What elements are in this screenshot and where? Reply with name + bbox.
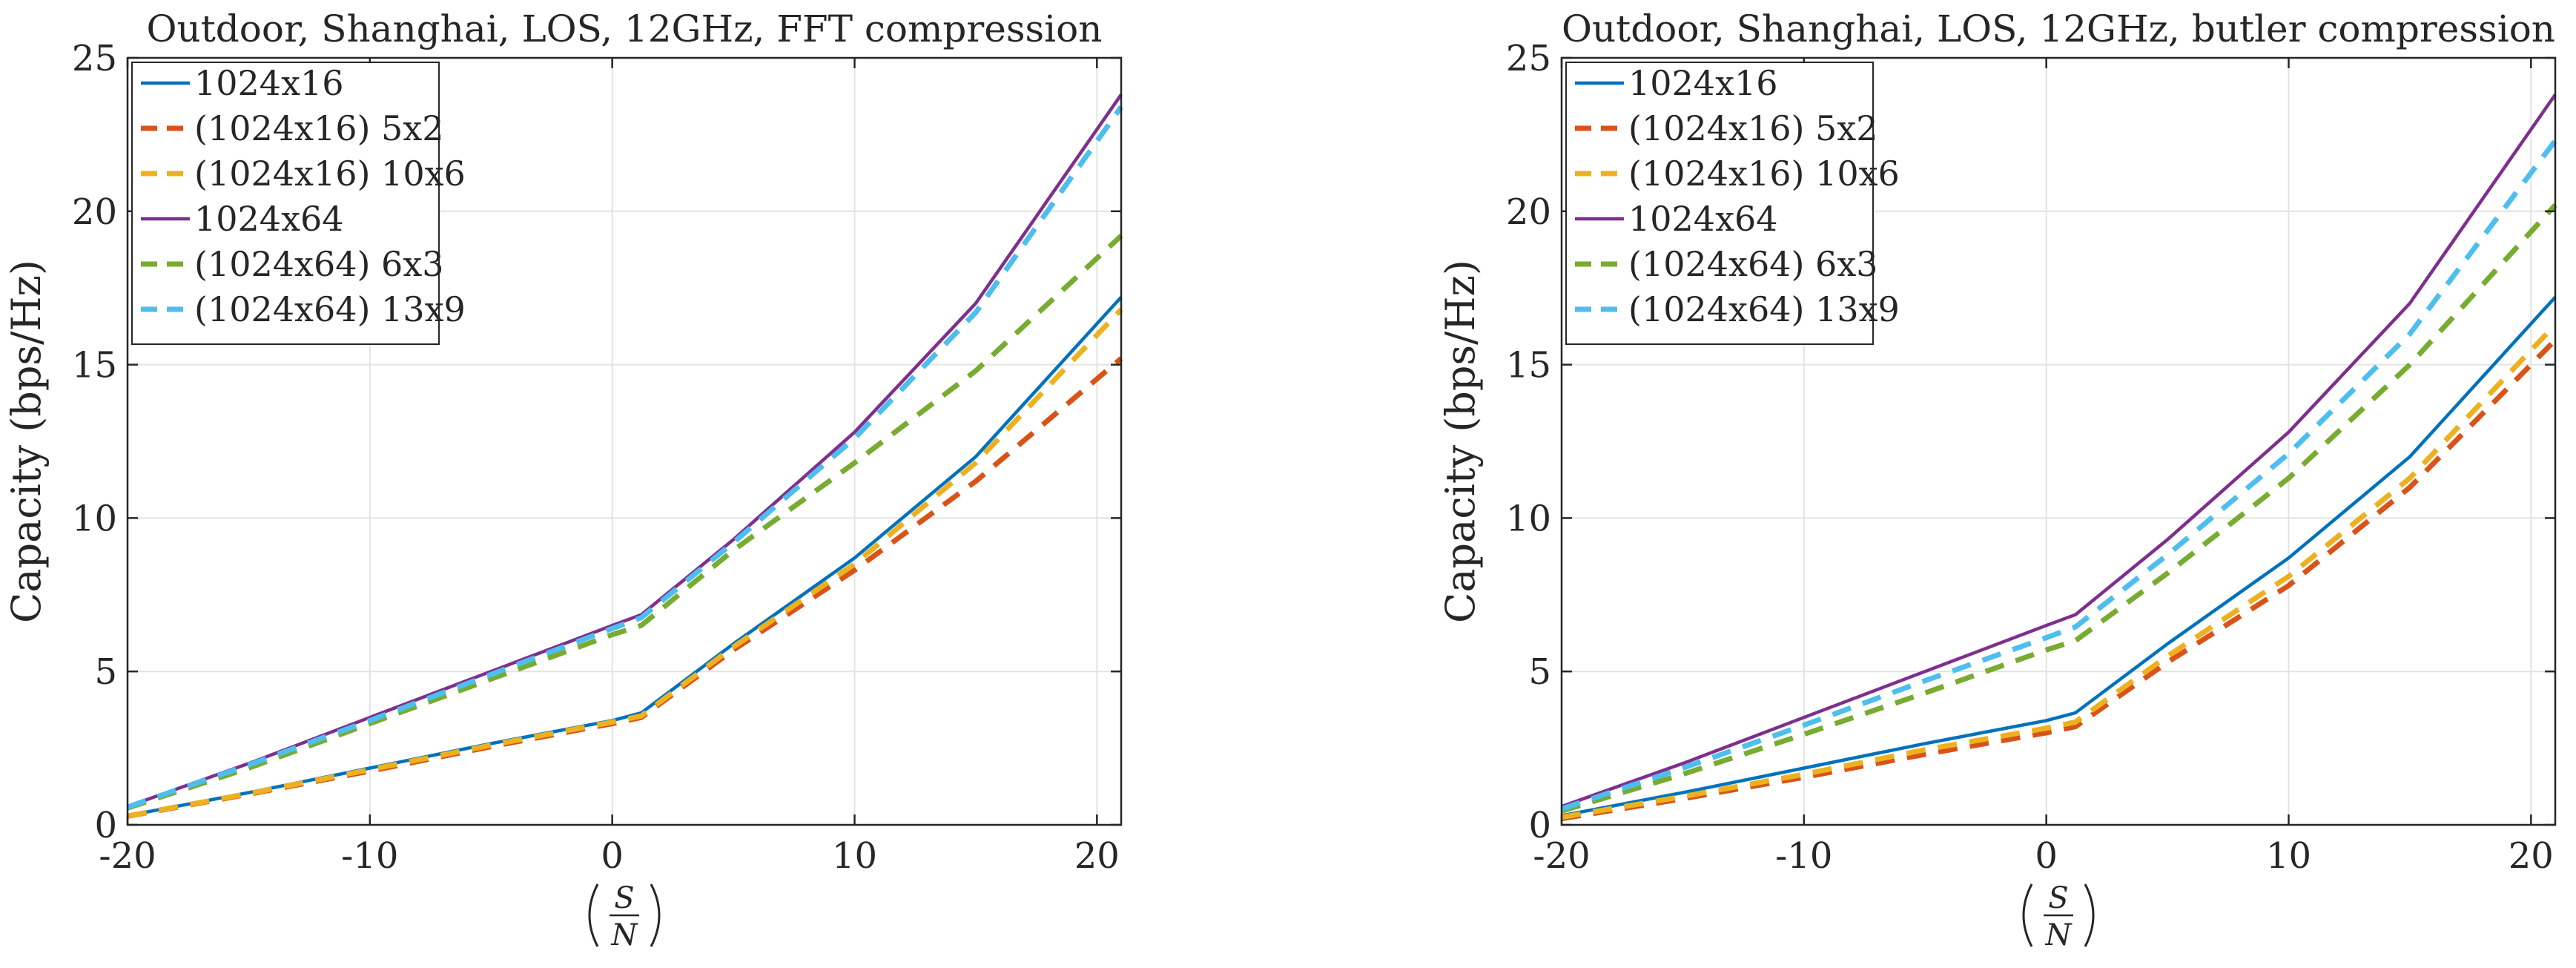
series-line-2 [1561, 323, 2557, 820]
legend-entry-3: 1024x64 [1628, 199, 1778, 239]
x-axis-label: SN [588, 881, 661, 952]
legend-entry-2: (1024x16) 10x6 [194, 154, 466, 194]
y-tick-label: 10 [1506, 498, 1551, 539]
x-tick-label: -10 [341, 835, 398, 877]
y-tick-label: 15 [1506, 345, 1551, 386]
y-tick-label: 5 [94, 651, 117, 693]
x-label-numerator: S [2048, 881, 2068, 915]
x-label-denominator: N [611, 918, 639, 952]
y-axis-label: Capacity (bps/Hz) [3, 260, 50, 623]
chart-fft-compression: -20 -10 0 10 20 0 5 10 15 20 25 Outdoor, Shanghai, … [3, 7, 1123, 952]
chart-title: Outdoor, Shanghai, LOS, 12GHz, FFT compr… [147, 7, 1103, 50]
legend-entry-5: (1024x64) 13x9 [194, 289, 466, 329]
legend-entry-4: (1024x64) 6x3 [194, 244, 444, 284]
x-tick-label: 20 [2509, 835, 2554, 877]
x-label-right-paren [650, 883, 661, 947]
series-line-5 [126, 105, 1123, 810]
series-line-0 [127, 296, 1123, 817]
x-tick-label: 20 [1074, 835, 1120, 877]
x-tick-label: -10 [1775, 835, 1832, 877]
legend-entry-0: 1024x16 [1628, 63, 1778, 103]
series-line-4 [126, 234, 1123, 811]
x-label-left-paren [2022, 883, 2033, 947]
x-label-numerator: S [614, 881, 634, 915]
chart-title: Outdoor, Shanghai, LOS, 12GHz, butler co… [1562, 7, 2555, 50]
x-label-left-paren [588, 883, 599, 947]
series-line-3 [1561, 93, 2557, 809]
legend-box [131, 62, 440, 345]
x-label-right-paren [2084, 883, 2095, 947]
y-tick-label: 10 [72, 498, 117, 539]
x-tick-label: -20 [1533, 835, 1590, 877]
y-tick-label: 5 [1528, 651, 1551, 693]
y-tick-label: 25 [72, 38, 117, 79]
axes-box [1560, 56, 2557, 826]
legend-entry-0: 1024x16 [194, 63, 344, 103]
series-line-1 [1561, 338, 2557, 822]
y-tick-label: 25 [1506, 38, 1551, 79]
legend-box [1565, 62, 1874, 345]
y-tick-label: 0 [1528, 805, 1551, 846]
axes-box [126, 56, 1123, 826]
y-axis-label: Capacity (bps/Hz) [1437, 260, 1484, 623]
series-line-0 [1561, 296, 2557, 817]
series-line-5 [1560, 139, 2557, 811]
legend-entry-1: (1024x16) 5x2 [194, 108, 444, 148]
x-tick-label: 0 [2035, 835, 2058, 877]
x-tick-label: 10 [2266, 835, 2311, 877]
legend: 1024x16 (1024x16) 5x2 (1024x16) 10x6 1024x6… [131, 62, 466, 345]
chart-butler-compression: -20 -10 0 10 20 0 5 10 15 20 25 Outdoor, Shanghai, … [1437, 7, 2557, 952]
x-tick-label: 10 [832, 835, 877, 877]
x-axis-label: SN [2022, 881, 2095, 952]
y-tick-label: 15 [72, 345, 117, 386]
legend-entry-4: (1024x64) 6x3 [1628, 244, 1878, 284]
legend-entry-3: 1024x64 [194, 199, 344, 239]
y-tick-label: 20 [72, 191, 117, 233]
series-line-2 [127, 307, 1123, 819]
x-label-denominator: N [2045, 918, 2073, 952]
legend-entry-2: (1024x16) 10x6 [1628, 154, 1900, 194]
y-tick-label: 20 [1506, 191, 1551, 233]
y-tick-label: 0 [94, 805, 117, 846]
x-tick-label: 0 [601, 835, 624, 877]
legend: 1024x16 (1024x16) 5x2 (1024x16) 10x6 1024x6… [1565, 62, 1900, 345]
x-tick-label: -20 [99, 835, 156, 877]
legend-entry-1: (1024x16) 5x2 [1628, 108, 1878, 148]
legend-entry-5: (1024x64) 13x9 [1628, 289, 1900, 329]
series-line-4 [1560, 203, 2557, 814]
series-line-1 [127, 356, 1123, 819]
